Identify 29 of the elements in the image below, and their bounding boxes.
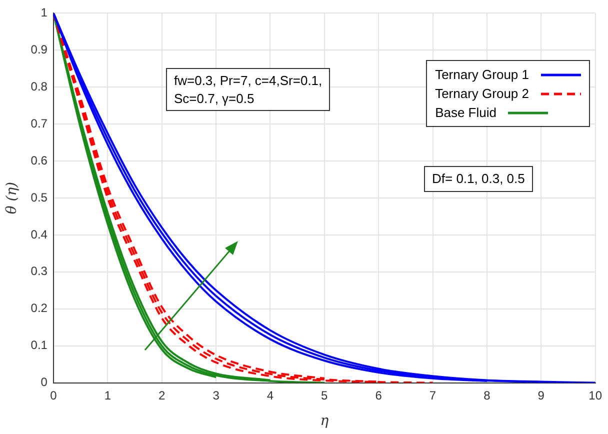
y-tick-label: 0.7 — [30, 116, 48, 130]
x-tick-label: 7 — [429, 388, 436, 402]
legend-label: Ternary Group 2 — [435, 86, 529, 101]
x-tick-label: 1 — [104, 388, 112, 402]
y-tick-label: 0.8 — [30, 79, 48, 94]
x-tick-label: 8 — [484, 388, 491, 402]
y-tick-label: 0.2 — [30, 301, 48, 316]
y-tick-label: 0.4 — [30, 227, 48, 242]
x-tick-label: 6 — [375, 388, 382, 402]
y-tick-label: 0.5 — [30, 190, 48, 204]
annotation: fw=0.3, Pr=7, c=4,Sr=0.1, Sc=0.7, γ=0.5 — [166, 68, 330, 112]
y-tick-label: 0.6 — [30, 153, 48, 168]
legend-label: Ternary Group 1 — [435, 67, 529, 82]
x-tick-label: 3 — [212, 388, 220, 402]
y-axis-title: θ (η) — [4, 182, 20, 214]
x-tick-label: 4 — [266, 388, 274, 402]
y-tick-label: 1 — [40, 6, 48, 20]
y-tick-label: 0 — [40, 375, 48, 390]
x-tick-label: 2 — [158, 388, 166, 402]
y-tick-label: 0.1 — [30, 338, 48, 352]
annotation: Df= 0.1, 0.3, 0.5 — [424, 166, 533, 192]
x-tick-label: 9 — [538, 388, 545, 402]
x-tick-label: 10 — [588, 388, 602, 402]
y-tick-label: 0.9 — [30, 42, 48, 56]
x-tick-label: 5 — [321, 388, 328, 402]
x-axis-title: η — [320, 413, 330, 430]
legend-label: Base Fluid — [435, 105, 496, 120]
x-tick-label: 0 — [50, 388, 58, 402]
y-tick-label: 0.3 — [30, 264, 48, 278]
